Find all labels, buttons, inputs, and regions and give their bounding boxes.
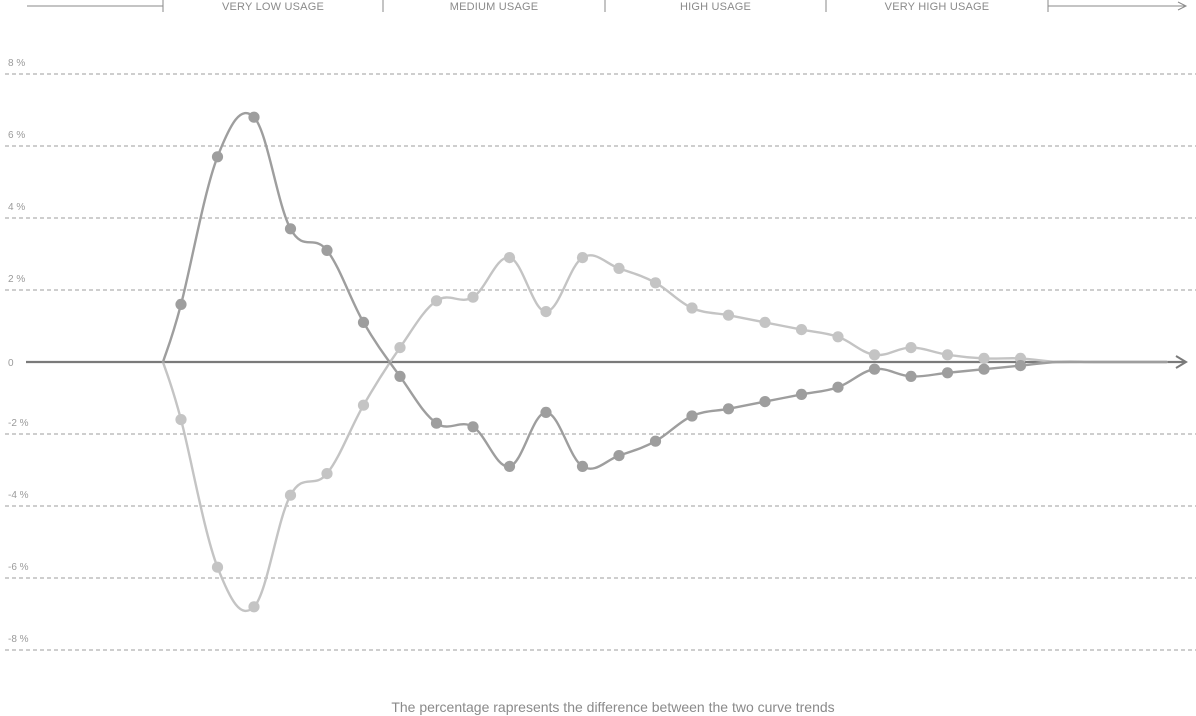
data-point [613, 262, 625, 274]
y-tick-label: 6 % [8, 130, 25, 141]
band-label: MEDIUM USAGE [450, 1, 539, 13]
data-point [649, 435, 662, 447]
data-point [248, 601, 260, 613]
footnote: The percentage rapresents the difference… [391, 699, 834, 715]
data-point [540, 406, 552, 418]
y-tick-label: -6 % [8, 562, 29, 573]
usage-band-axis: VERY LOW USAGE MEDIUM USAGE HIGH USAGE VERY… [27, 0, 1188, 13]
series-group [161, 111, 1168, 613]
data-point [576, 252, 589, 264]
data-point [430, 295, 443, 307]
data-point [175, 298, 187, 310]
data-point [394, 370, 406, 382]
data-point [248, 111, 260, 123]
data-point [941, 367, 954, 379]
data-point [759, 396, 771, 408]
y-tick-label: 0 [8, 358, 14, 369]
y-tick-label: -8 % [8, 634, 29, 645]
data-point [832, 331, 844, 343]
data-point [1014, 360, 1027, 372]
band-axis-arrow [1177, 1, 1188, 11]
data-point [467, 421, 479, 433]
data-point [795, 388, 808, 400]
data-point [722, 403, 735, 415]
data-point [978, 352, 990, 364]
data-point [321, 244, 333, 256]
zero-axis [26, 355, 1188, 369]
data-point [795, 324, 808, 336]
data-point [321, 468, 333, 480]
series-line [161, 254, 1168, 613]
band-label: VERY LOW USAGE [222, 1, 324, 13]
series-1 [161, 111, 1168, 472]
data-point [868, 363, 881, 375]
data-point [686, 410, 698, 422]
data-point [503, 252, 516, 264]
data-point [649, 277, 662, 289]
data-point [905, 370, 917, 382]
y-tick-labels: 8 % 6 % 4 % 2 % 0 -2 % -4 % -6 % -8 % [8, 58, 29, 645]
data-point [503, 460, 516, 472]
data-point [357, 399, 370, 411]
grid-lines [5, 73, 1196, 651]
data-point [941, 349, 954, 361]
data-point [686, 302, 698, 314]
data-point [467, 291, 479, 303]
data-point [613, 450, 625, 462]
data-point [394, 342, 406, 354]
data-point [357, 316, 370, 328]
band-label: VERY HIGH USAGE [885, 1, 990, 13]
series-line [161, 111, 1168, 470]
zero-axis-arrow [1175, 355, 1188, 369]
y-tick-label: 8 % [8, 58, 25, 69]
data-point [540, 306, 552, 318]
data-point [759, 316, 771, 328]
band-label: HIGH USAGE [680, 1, 751, 13]
data-point [211, 561, 224, 573]
data-point [175, 414, 187, 426]
data-point [722, 309, 735, 321]
data-point [576, 460, 589, 472]
data-point [832, 381, 844, 393]
y-tick-label: 4 % [8, 202, 25, 213]
data-point [211, 151, 224, 163]
data-point [978, 363, 990, 375]
series-2 [161, 252, 1168, 613]
data-point [284, 489, 297, 501]
y-tick-label: -2 % [8, 418, 29, 429]
data-point [430, 417, 443, 429]
data-point [868, 349, 881, 361]
y-tick-label: -4 % [8, 490, 29, 501]
y-tick-label: 2 % [8, 274, 25, 285]
data-point [284, 223, 297, 235]
data-point [905, 342, 917, 354]
